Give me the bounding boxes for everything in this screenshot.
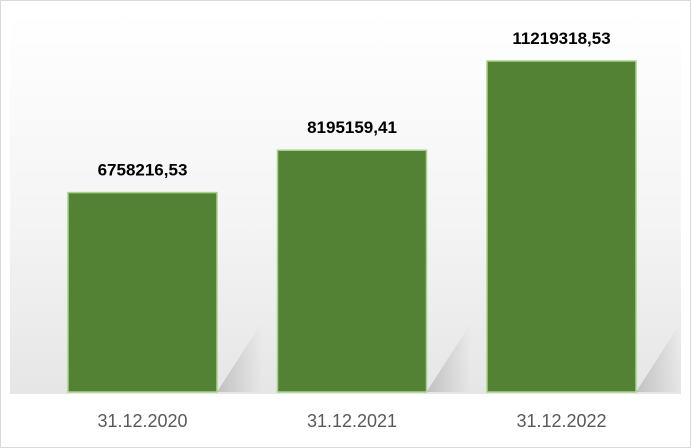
x-tick-label: 31.12.2020 [97, 411, 187, 431]
bar [276, 149, 428, 393]
x-tick-label: 31.12.2021 [307, 411, 397, 431]
data-label: 11219318,53 [512, 29, 610, 48]
data-label: 8195159,41 [307, 118, 397, 137]
x-tick-label: 31.12.2022 [516, 411, 606, 431]
bar-shadow [426, 322, 472, 392]
bar-shadow [217, 322, 262, 392]
data-label: 6758216,53 [98, 161, 188, 180]
bar [67, 191, 218, 393]
bar-shadow [636, 322, 681, 392]
bar [486, 60, 637, 393]
